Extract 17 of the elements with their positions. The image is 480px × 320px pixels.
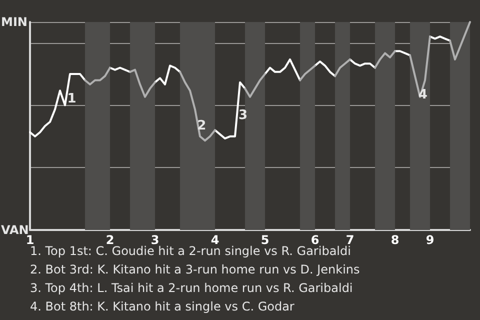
- x-tick-label: 4: [210, 233, 220, 247]
- text: 1. Top 1st: C. Goudie hit a 2-run single vs R. Garibaldi: [30, 244, 351, 258]
- text: 2. Bot 3rd: K. Kitano hit a 3-run home run vs D. Jenkins: [30, 262, 360, 276]
- annotation: 3: [238, 108, 248, 124]
- x-tick-label: 6: [310, 233, 320, 247]
- x-tick-label: 2: [106, 233, 114, 247]
- x-tick-label: 8: [390, 233, 400, 247]
- x-tick-label: 7: [346, 233, 354, 247]
- text: MIN: [1, 15, 28, 29]
- x-tick-label: 9: [426, 233, 434, 247]
- text: 4. Bot 8th: K. Kitano hit a single vs C. Godar: [30, 300, 294, 314]
- text: 3. Top 4th: L. Tsai hit a 2-run home run vs R. Garibaldi: [30, 281, 353, 295]
- x-tick-label: 5: [260, 233, 270, 247]
- x-tick-label: 1: [26, 233, 34, 247]
- x-tick-label: 3: [150, 233, 160, 247]
- annotation: 1: [67, 91, 76, 106]
- annotation: 4: [418, 87, 428, 102]
